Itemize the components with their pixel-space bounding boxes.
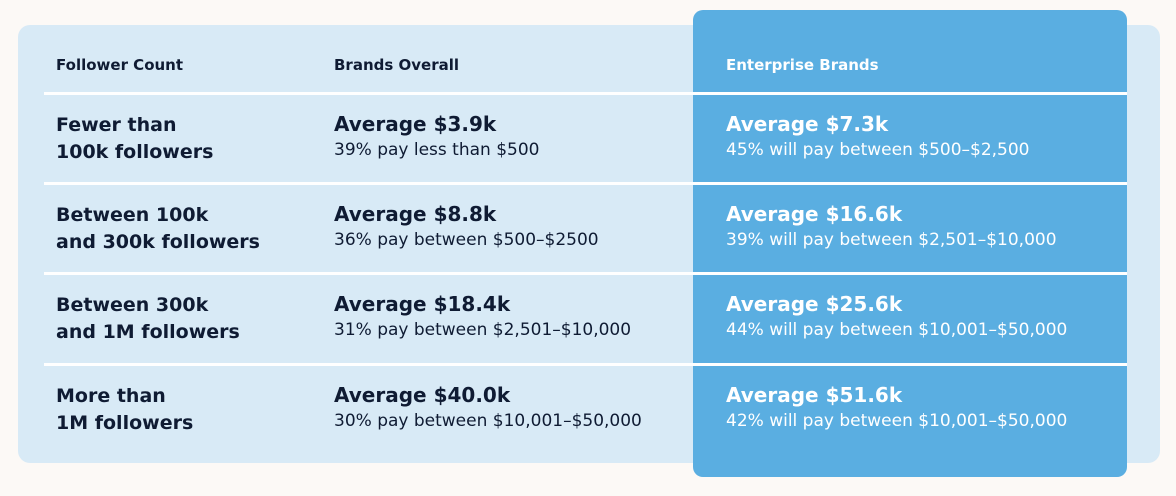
row-label-line: Between 300k (56, 294, 209, 316)
column-header: Follower Count (56, 56, 184, 74)
row-label-line: Between 100k (56, 204, 209, 226)
average-value: Average $51.6k (726, 383, 903, 407)
column-header: Brands Overall (334, 56, 460, 74)
row-label-line: More than (56, 385, 166, 407)
row-label-line: 100k followers (56, 141, 214, 163)
detail-text: 44% will pay between $10,001–$50,000 (726, 320, 1068, 340)
average-value: Average $16.6k (726, 202, 903, 226)
row-separator (44, 272, 1127, 275)
detail-text: 30% pay between $10,001–$50,000 (334, 411, 642, 431)
row-label-line: 1M followers (56, 412, 194, 434)
average-value: Average $3.9k (334, 112, 497, 136)
detail-text: 42% will pay between $10,001–$50,000 (726, 411, 1068, 431)
row-label: More than 1M followers (56, 383, 193, 437)
detail-text: 36% pay between $500–$2500 (334, 230, 599, 250)
average-value: Average $7.3k (726, 112, 889, 136)
detail-text: 31% pay between $2,501–$10,000 (334, 320, 632, 340)
detail-text: 39% pay less than $500 (334, 140, 540, 160)
row-label: Between 300k and 1M followers (56, 292, 240, 346)
row-label-line: Fewer than (56, 114, 177, 136)
enterprise-column (693, 10, 1127, 477)
row-label-line: and 1M followers (56, 321, 240, 343)
row-label: Fewer than 100k followers (56, 112, 213, 166)
detail-text: 39% will pay between $2,501–$10,000 (726, 230, 1057, 250)
row-label-line: and 300k followers (56, 231, 260, 253)
row-separator (44, 182, 1127, 185)
detail-text: 45% will pay between $500–$2,500 (726, 140, 1030, 160)
column-header: Enterprise Brands (726, 56, 879, 74)
row-label: Between 100k and 300k followers (56, 202, 260, 256)
average-value: Average $18.4k (334, 292, 511, 316)
row-separator (44, 92, 1127, 95)
average-value: Average $25.6k (726, 292, 903, 316)
row-separator (44, 363, 1127, 366)
average-value: Average $8.8k (334, 202, 497, 226)
average-value: Average $40.0k (334, 383, 511, 407)
